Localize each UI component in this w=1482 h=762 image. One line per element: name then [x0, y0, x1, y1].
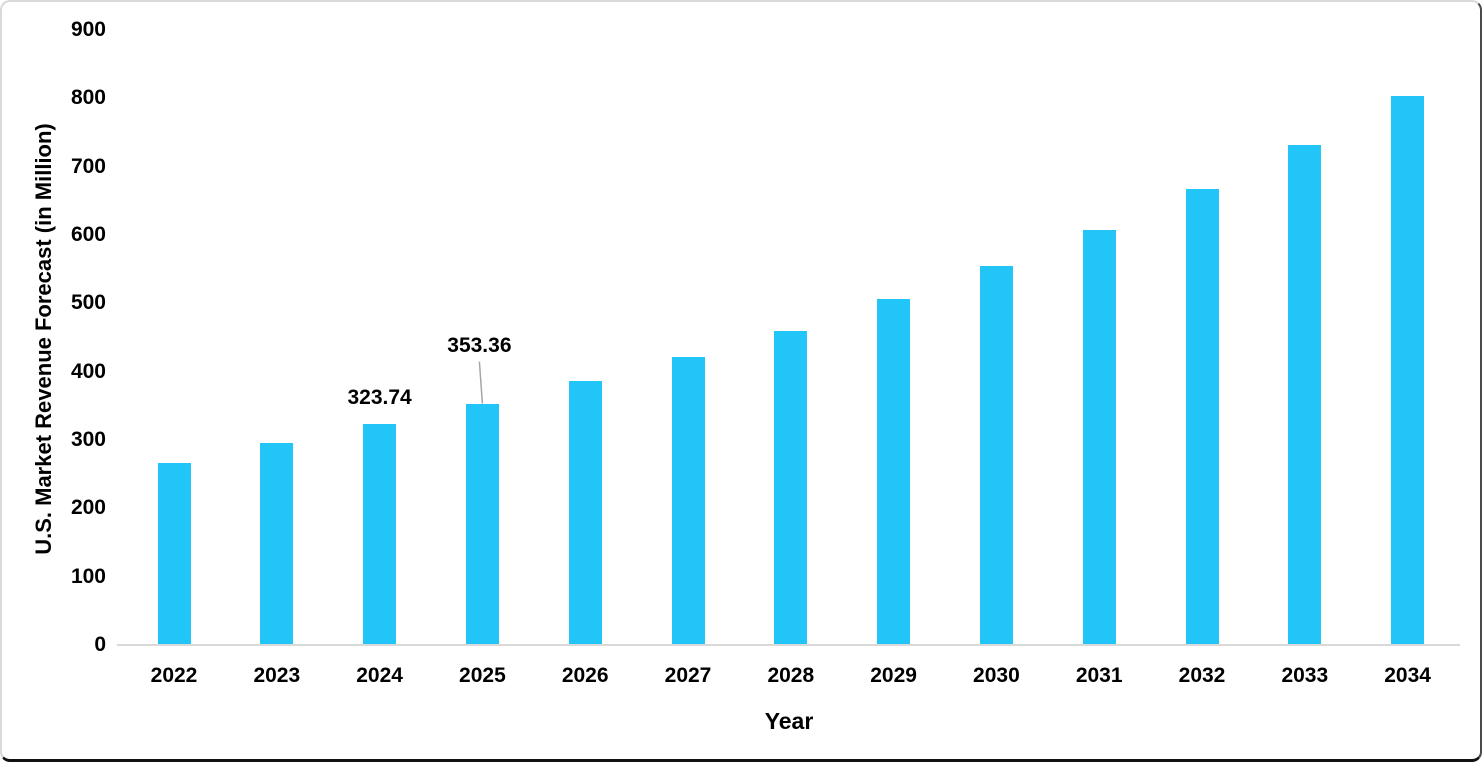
y-tick-label-500: 500 — [70, 291, 106, 315]
y-tick-label-100: 100 — [70, 564, 106, 588]
bar-2032 — [1185, 189, 1219, 645]
bar-2034 — [1391, 96, 1425, 645]
x-tick-label-2029: 2029 — [870, 664, 917, 687]
bar-2022 — [157, 462, 191, 645]
x-tick-label-2034: 2034 — [1384, 664, 1431, 687]
y-tick-label-700: 700 — [70, 154, 106, 178]
bar-2030 — [979, 265, 1013, 645]
x-axis-line — [117, 644, 1460, 646]
bar-2023 — [260, 443, 294, 645]
y-tick-label-0: 0 — [94, 633, 106, 656]
y-axis-title: U.S. Market Revenue Forecast (in Million… — [31, 123, 56, 555]
data-label-2025: 353.36 — [447, 333, 512, 357]
bar-2028 — [774, 330, 808, 645]
bar-2029 — [877, 299, 911, 645]
x-tick-label-2031: 2031 — [1075, 664, 1123, 687]
x-tick-label-2027: 2027 — [664, 664, 712, 687]
x-tick-label-2022: 2022 — [150, 664, 198, 687]
x-tick-label-2032: 2032 — [1178, 664, 1226, 687]
y-tick-label-200: 200 — [70, 496, 106, 520]
x-tick-label-2024: 2024 — [356, 664, 403, 687]
bar-2031 — [1082, 230, 1116, 645]
x-tick-label-2025: 2025 — [459, 664, 506, 687]
x-tick-label-2030: 2030 — [973, 664, 1020, 687]
y-tick-label-400: 400 — [70, 359, 106, 383]
bar-2033 — [1288, 145, 1322, 645]
bar-2027 — [671, 356, 705, 645]
x-axis-title: Year — [764, 708, 814, 734]
x-tick-label-2026: 2026 — [561, 664, 609, 687]
y-tick-label-600: 600 — [70, 223, 106, 246]
leader-line-2025 — [478, 361, 484, 404]
x-tick-label-2028: 2028 — [767, 664, 815, 687]
x-tick-label-2023: 2023 — [253, 664, 301, 687]
bar-2025 — [465, 403, 499, 645]
y-tick-label-300: 300 — [70, 428, 106, 451]
y-tick-label-800: 800 — [70, 86, 106, 110]
bar-2024 — [363, 423, 397, 645]
bar-2026 — [568, 381, 602, 645]
data-label-2024: 323.74 — [347, 385, 412, 409]
x-tick-label-2033: 2033 — [1281, 664, 1329, 687]
y-tick-label-900: 900 — [70, 18, 106, 41]
